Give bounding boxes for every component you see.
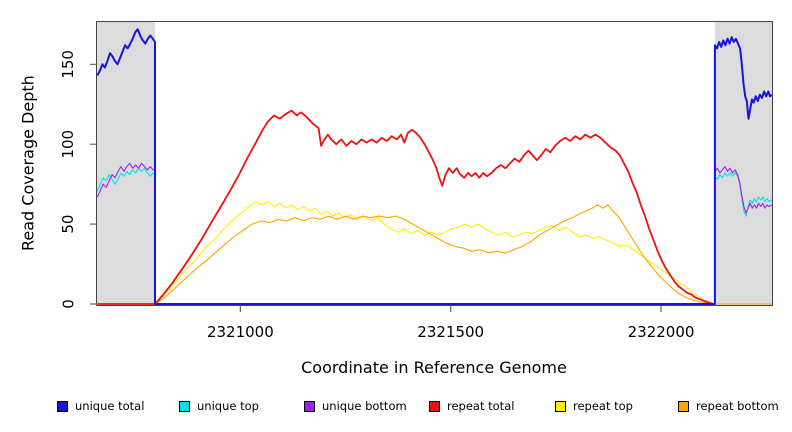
series-line-repeat-total [97, 109, 714, 305]
legend-swatch-unique-total [57, 400, 68, 412]
legend-label: repeat total [447, 399, 515, 413]
x-axis-label: Coordinate in Reference Genome [301, 358, 567, 377]
legend-label: repeat top [573, 399, 633, 413]
series-line-repeat-bottom [96, 204, 772, 305]
y-axis-label: Read Coverage Depth [18, 75, 38, 251]
y-axis-tick-label: 0 [59, 299, 77, 309]
legend-item-repeat-bottom: repeat bottom [678, 399, 779, 413]
legend-label: unique bottom [322, 399, 407, 413]
legend-label: unique top [197, 399, 259, 413]
y-axis-tick-label: 100 [59, 130, 77, 159]
legend: unique total unique top unique bottom re… [0, 399, 792, 417]
legend-swatch-repeat-bottom [678, 400, 689, 412]
masked-region [96, 21, 155, 306]
legend-swatch-unique-top [179, 400, 190, 412]
legend-swatch-repeat-top [555, 400, 566, 412]
series-line-unique-total [96, 28, 773, 305]
x-axis-tick-label: 2321500 [417, 323, 484, 341]
legend-item-repeat-top: repeat top [555, 399, 633, 413]
legend-item-unique-top: unique top [179, 399, 259, 413]
y-axis-tick-label: 150 [59, 50, 77, 79]
legend-label: unique total [75, 399, 145, 413]
x-axis-tick-label: 2322000 [628, 323, 695, 341]
masked-region [714, 21, 773, 306]
legend-swatch-unique-bottom [304, 400, 315, 412]
x-axis-tick-label: 2321000 [207, 323, 274, 341]
legend-label: repeat bottom [696, 399, 779, 413]
legend-item-repeat-total: repeat total [429, 399, 514, 413]
series-line-repeat-top [154, 201, 712, 305]
series-line-unique-top [96, 167, 772, 305]
legend-item-unique-total: unique total [57, 399, 144, 413]
y-axis-tick-label: 50 [59, 215, 77, 234]
plot-border [96, 21, 773, 306]
series-line-unique-bottom [96, 162, 772, 305]
legend-swatch-repeat-total [429, 400, 440, 412]
legend-item-unique-bottom: unique bottom [304, 399, 407, 413]
